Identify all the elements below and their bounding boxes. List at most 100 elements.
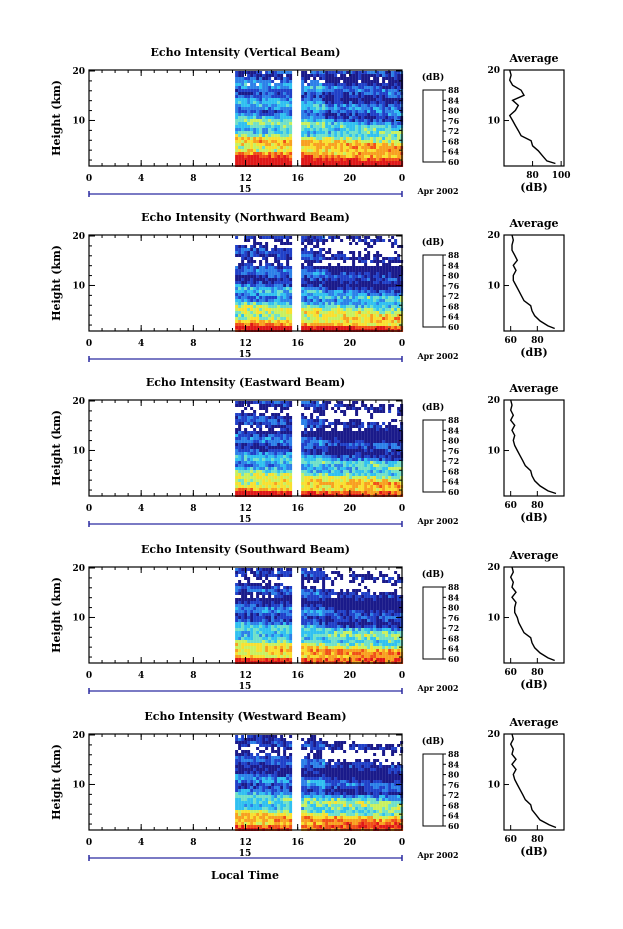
heatmap-cell bbox=[397, 467, 401, 470]
heatmap-cell bbox=[337, 287, 341, 290]
heatmap-cell bbox=[310, 422, 314, 425]
heatmap-cell bbox=[364, 488, 368, 491]
heatmap-cell bbox=[355, 401, 359, 404]
heatmap-cell bbox=[322, 239, 326, 242]
heatmap-cell bbox=[376, 299, 380, 302]
heatmap-cell bbox=[334, 98, 338, 101]
heatmap-cell bbox=[340, 278, 344, 281]
heatmap-cell bbox=[391, 305, 395, 308]
heatmap-cell bbox=[304, 275, 308, 278]
heatmap-cell bbox=[352, 269, 356, 272]
heatmap-cell bbox=[262, 125, 266, 128]
heatmap-cell bbox=[340, 311, 344, 314]
heatmap-cell bbox=[244, 149, 248, 152]
heatmap-cell bbox=[367, 323, 371, 326]
heatmap-cell bbox=[280, 323, 284, 326]
heatmap-cell bbox=[319, 281, 323, 284]
heatmap-cell bbox=[334, 326, 338, 329]
heatmap-cell bbox=[397, 125, 401, 128]
heatmap-cell bbox=[385, 131, 389, 134]
heatmap-cell bbox=[352, 407, 356, 410]
heatmap-cell bbox=[325, 98, 329, 101]
heatmap-cell bbox=[262, 146, 266, 149]
heatmap-cell bbox=[256, 74, 260, 77]
panel-title: Echo Intensity (Northward Beam) bbox=[141, 211, 350, 224]
heatmap-cell bbox=[286, 71, 290, 74]
heatmap-cell bbox=[262, 422, 266, 425]
heatmap-cell bbox=[250, 137, 254, 140]
heatmap-cell bbox=[259, 404, 263, 407]
heatmap-cell bbox=[262, 311, 266, 314]
heatmap-cell bbox=[397, 488, 401, 491]
heatmap-cell bbox=[316, 404, 320, 407]
heatmap-cell bbox=[259, 317, 263, 320]
heatmap-cell bbox=[247, 95, 251, 98]
heatmap-cell bbox=[394, 77, 398, 80]
heatmap-cell bbox=[277, 485, 281, 488]
heatmap-cell bbox=[391, 269, 395, 272]
heatmap-cell bbox=[259, 437, 263, 440]
heatmap-cell bbox=[310, 302, 314, 305]
heatmap-cell bbox=[367, 284, 371, 287]
heatmap-cell bbox=[316, 467, 320, 470]
heatmap-cell bbox=[259, 71, 263, 74]
heatmap-cell bbox=[319, 269, 323, 272]
heatmap-cell bbox=[271, 464, 275, 467]
heatmap-cell bbox=[247, 311, 251, 314]
heatmap-cell bbox=[388, 143, 392, 146]
heatmap-cell bbox=[355, 146, 359, 149]
heatmap-cell bbox=[322, 131, 326, 134]
heatmap-cell bbox=[247, 419, 251, 422]
heatmap-cell bbox=[274, 317, 278, 320]
heatmap-cell bbox=[322, 275, 326, 278]
heatmap-cell bbox=[337, 434, 341, 437]
heatmap-cell bbox=[343, 92, 347, 95]
heatmap-cell bbox=[325, 155, 329, 158]
heatmap-cell bbox=[322, 464, 326, 467]
heatmap-cell bbox=[265, 92, 269, 95]
heatmap-cell bbox=[337, 116, 341, 119]
heatmap-cell bbox=[304, 476, 308, 479]
heatmap-cell bbox=[382, 452, 386, 455]
heatmap-cell bbox=[316, 245, 320, 248]
heatmap-cell bbox=[304, 257, 308, 260]
heatmap-cell bbox=[325, 461, 329, 464]
heatmap-cell bbox=[355, 443, 359, 446]
heatmap-cell bbox=[253, 104, 257, 107]
heatmap-cell bbox=[286, 416, 290, 419]
heatmap-cell bbox=[349, 86, 353, 89]
heatmap-cell bbox=[280, 95, 284, 98]
heatmap-cell bbox=[241, 272, 245, 275]
heatmap-cell bbox=[274, 464, 278, 467]
heatmap-cell bbox=[235, 458, 239, 461]
heatmap-cell bbox=[316, 305, 320, 308]
heatmap-cell bbox=[382, 128, 386, 131]
heatmap-cell bbox=[376, 314, 380, 317]
heatmap-cell bbox=[358, 323, 362, 326]
heatmap-cell bbox=[397, 323, 401, 326]
heatmap-cell bbox=[238, 458, 242, 461]
heatmap-cell bbox=[358, 452, 362, 455]
heatmap-cell bbox=[331, 461, 335, 464]
heatmap-cell bbox=[304, 251, 308, 254]
heatmap-cell bbox=[244, 269, 248, 272]
heatmap-cell bbox=[280, 140, 284, 143]
heatmap-cell bbox=[280, 77, 284, 80]
heatmap-cell bbox=[241, 491, 245, 494]
y-tick-label: 20 bbox=[72, 67, 85, 77]
heatmap-cell bbox=[391, 491, 395, 494]
heatmap-cell bbox=[316, 161, 320, 164]
heatmap-cell bbox=[307, 401, 311, 404]
heatmap-cell bbox=[319, 461, 323, 464]
heatmap-cell bbox=[247, 251, 251, 254]
heatmap-cell bbox=[277, 266, 281, 269]
heatmap-cell bbox=[391, 452, 395, 455]
heatmap-cell bbox=[301, 470, 305, 473]
heatmap-cell bbox=[313, 131, 317, 134]
heatmap-cell bbox=[262, 272, 266, 275]
heatmap-cell bbox=[283, 467, 287, 470]
heatmap-cell bbox=[382, 83, 386, 86]
colorbar-tick-label: 88 bbox=[448, 250, 460, 260]
heatmap-cell bbox=[304, 98, 308, 101]
heatmap-cell bbox=[391, 317, 395, 320]
